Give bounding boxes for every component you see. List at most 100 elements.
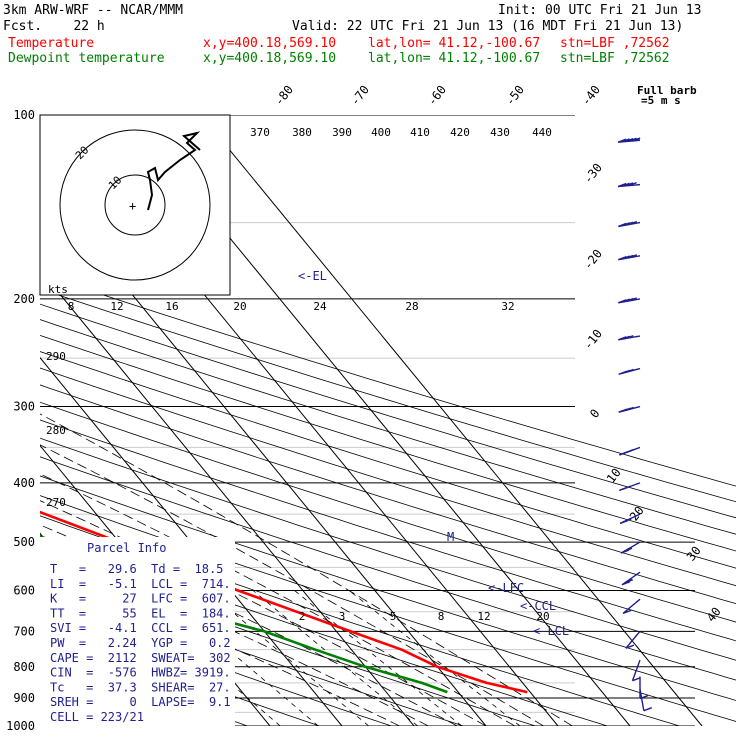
wind-barb-flag (624, 137, 634, 143)
wind-barb-flag (623, 518, 632, 523)
dry-adiabat (40, 419, 736, 642)
temperature-station: stn=LBF ,72562 (560, 36, 670, 51)
wind-barb-flag (628, 181, 637, 187)
pressure-label: 1000 (6, 719, 35, 733)
wind-barb-flag (617, 182, 627, 188)
dry-adiabat (40, 367, 736, 587)
isotherm-label: -50 (503, 83, 527, 109)
thetae-label: 28 (405, 300, 418, 313)
moist-adiabat (40, 473, 516, 726)
parcel-info-row: CAPE = 2112 SWEAT= 302 (50, 651, 231, 665)
wind-barb-flag (625, 644, 635, 649)
pressure-label: 900 (13, 691, 35, 705)
dry-adiabat (40, 319, 736, 535)
hodograph-ring (104, 174, 166, 236)
dry-adiabat (40, 456, 736, 681)
isotherm-label: 10 (604, 466, 624, 486)
wind-barb (618, 334, 641, 341)
thetae-label: 8 (68, 300, 75, 313)
wind-barb-flag (628, 220, 637, 226)
mixing-ratio-line (206, 590, 370, 726)
wind-barb-half (629, 449, 634, 452)
dry-adiabat (40, 303, 736, 519)
wind-barb (631, 659, 641, 682)
dry-adiabat (40, 475, 736, 701)
el-annotation: <-EL (298, 269, 327, 283)
thetae-label: 16 (165, 300, 178, 313)
dewpoint-latlon: lat,lon= 41.12,-100.67 (368, 51, 541, 66)
wind-barb (618, 405, 641, 413)
theta-top-label: 370 (250, 126, 270, 139)
valid-time: Valid: 22 UTC Fri 21 Jun 13 (16 MDT Fri … (292, 19, 684, 34)
hodograph-ring (59, 129, 211, 281)
wind-barb (618, 297, 641, 304)
wind-barb-flag (621, 581, 631, 586)
wind-barb-flag (624, 182, 634, 187)
wind-barb-half (628, 407, 634, 411)
wind-barb-flag (622, 485, 631, 490)
wind-barb-half (631, 298, 637, 301)
wind-barb (617, 137, 641, 143)
theta-top-label: 410 (410, 126, 430, 139)
isotherm-label: 30 (684, 544, 704, 564)
theta-top-label: 440 (532, 126, 552, 139)
hodograph-units: kts (48, 283, 68, 296)
isotherm-label: 40 (704, 605, 724, 625)
parcel-info-row: Tc = 37.3 SHEAR= 27. (50, 680, 231, 694)
lcl-annotation: <-LCL (533, 624, 569, 638)
theta-left-label: 280 (46, 424, 66, 437)
parcel-info-row: T = 29.6 Td = 18.5 (50, 562, 223, 576)
parcel-info-row: SREH = 0 LAPSE= 9.1 (50, 695, 231, 709)
wind-barb-flag (621, 182, 630, 187)
hodograph-center: + (129, 199, 136, 213)
barb-legend-units: =5 m s (641, 94, 681, 107)
wind-barb-flag (624, 579, 634, 584)
temperature-line (40, 510, 528, 694)
wind-barb-flag (628, 137, 637, 142)
isotherm-line (40, 356, 343, 726)
wind-barb-flag (643, 707, 653, 712)
theta-top-label: 380 (292, 126, 312, 139)
thetae-label: 32 (501, 300, 514, 313)
theta-top-label: 420 (450, 126, 470, 139)
wind-barb (620, 541, 641, 554)
wind-barb (619, 446, 641, 456)
wind-barb (618, 254, 641, 261)
thetae-label: 12 (110, 300, 123, 313)
wind-barb-staff (625, 630, 641, 649)
forecast-hour: Fcst. 22 h (3, 19, 105, 34)
mixing-ratio-line (158, 590, 319, 726)
parcel-info-row: TT = 55 EL = 184. (50, 606, 231, 620)
dewpoint-station: stn=LBF ,72562 (560, 51, 670, 66)
mixing-ratio-label: 20 (536, 610, 549, 623)
parcel-info-row: PW = 2.24 YGP = 0.2 (50, 636, 231, 650)
isotherm-label: -80 (272, 83, 296, 109)
dry-adiabat (40, 579, 464, 726)
temperature-legend: Temperature (8, 36, 95, 51)
isotherm-label: -40 (579, 83, 603, 109)
hodograph-trace (146, 131, 201, 211)
dry-adiabat (40, 401, 736, 623)
pressure-label: 400 (13, 476, 35, 490)
wind-barb-flag (617, 138, 627, 143)
wind-barb (618, 220, 641, 228)
dry-adiabat (40, 334, 736, 552)
lfc-annotation: <-LFC (488, 581, 524, 595)
parcel-info-row: K = 27 LFC = 607. (50, 592, 231, 606)
dry-adiabat (40, 602, 392, 726)
hodograph-box (39, 114, 231, 296)
theta-left-label: 270 (46, 496, 66, 509)
mixing-ratio-line (348, 590, 521, 726)
dry-adiabat (40, 273, 736, 487)
dewpoint-line (40, 534, 448, 694)
model-title: 3km ARW-WRF -- NCAR/MMM (3, 3, 184, 18)
mixing-ratio-label: 5 (390, 610, 397, 623)
pressure-label: 500 (13, 535, 35, 549)
dry-adiabat (40, 437, 736, 661)
wind-barb-staff (621, 571, 641, 586)
wind-barb-flag (622, 609, 632, 614)
dry-adiabat (40, 288, 736, 503)
theta-top-label: 400 (371, 126, 391, 139)
mixing-ratio-label: 3 (339, 610, 346, 623)
